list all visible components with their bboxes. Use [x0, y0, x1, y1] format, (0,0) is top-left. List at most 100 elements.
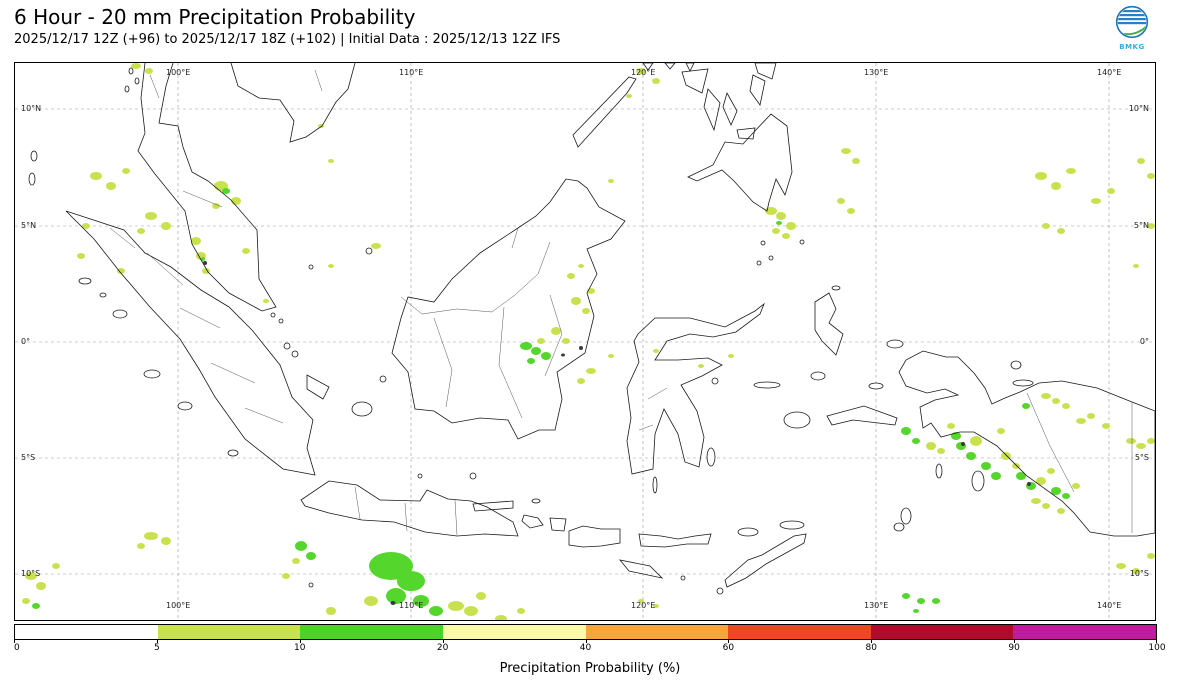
coastline-cebu — [722, 91, 738, 126]
detail-specks — [203, 261, 1031, 605]
precip-patch — [371, 243, 381, 249]
precip-patch — [551, 327, 561, 335]
precip-patch — [476, 592, 486, 600]
precip-patch — [1147, 173, 1155, 179]
lat-tick-label-left: 5°N — [21, 221, 37, 230]
lat-tick-label-right: 5°N — [1133, 221, 1149, 230]
lat-tick-label-left: 10°N — [21, 104, 42, 113]
colorbar-tickmark — [871, 640, 873, 643]
colorbar-tickmark — [299, 640, 301, 643]
colorbar-segment — [442, 625, 586, 639]
precip-patch — [913, 609, 919, 613]
precip-patch — [161, 222, 171, 230]
precip-patch — [106, 182, 116, 190]
precip-patch — [1062, 403, 1070, 409]
colorbar-tickmark — [728, 640, 730, 643]
precip-patch — [1087, 413, 1095, 419]
lat-tick-label-left: 0° — [21, 337, 31, 346]
precip-patch — [1035, 172, 1047, 180]
lat-tick-label-left: 10°S — [21, 569, 41, 578]
precip-patch — [970, 436, 982, 446]
colorbar-tickmark — [585, 640, 587, 643]
lat-tick-label-left: 5°S — [21, 453, 36, 462]
precip-patch — [626, 94, 632, 98]
colorbar-segment — [300, 625, 443, 639]
page-title: 6 Hour - 20 mm Precipitation Probability — [14, 5, 416, 29]
precip-patch — [541, 352, 551, 360]
precip-patch — [1136, 443, 1146, 449]
precip-patch — [1052, 398, 1060, 404]
coastline-panay — [681, 68, 709, 94]
colorbar-tick-label: 60 — [722, 643, 735, 653]
colorbar-ticks: 0 5 10 20 40 60 80 90 100 — [14, 640, 1166, 656]
colorbar-tick-label: 5 — [154, 643, 160, 653]
coastline-indochina — [230, 63, 356, 143]
precip-patch — [1051, 182, 1061, 190]
lon-tick-label-top: 130°E — [864, 68, 889, 77]
precip-patch — [1107, 188, 1115, 194]
precip-patch — [947, 423, 955, 429]
colorbar-segment — [728, 625, 871, 639]
coastline-bohol — [736, 127, 756, 140]
precip-patch — [1076, 418, 1086, 424]
coastline-halmahera — [814, 292, 844, 356]
precip-patch — [295, 541, 307, 551]
colorbar-segment — [1013, 625, 1156, 639]
colorbar-segment — [15, 625, 158, 639]
precip-patch — [1137, 158, 1145, 164]
precip-patch — [36, 582, 46, 590]
precip-patch — [90, 172, 102, 180]
colorbar-caption: Precipitation Probability (%) — [499, 661, 681, 676]
precip-patch — [776, 212, 786, 220]
precip-patch — [397, 571, 425, 591]
precip-patch — [608, 179, 614, 183]
coastline-malay-peninsula — [137, 63, 277, 312]
gridlines — [15, 63, 1155, 620]
colorbar-tickmark — [156, 640, 158, 643]
precip-patch — [413, 595, 429, 607]
precip-patch — [772, 228, 780, 234]
precip-patch — [578, 264, 584, 268]
precip-patch — [520, 342, 532, 350]
precip-patch — [991, 472, 1001, 480]
precip-patch — [932, 598, 940, 604]
precip-patch — [1022, 403, 1030, 409]
precip-patch — [82, 223, 90, 229]
coastline-negros — [703, 88, 721, 132]
precip-patch — [1062, 493, 1070, 499]
lon-tick-label-top: 140°E — [1097, 68, 1122, 77]
colorbar-segment — [870, 625, 1014, 639]
coastline-seram — [826, 405, 898, 426]
precip-patch — [122, 168, 130, 174]
lat-tick-label-right: 5°S — [1134, 453, 1149, 462]
bmkg-logo-icon — [1115, 5, 1149, 39]
admin-borders — [109, 69, 1133, 536]
coastline-palawan — [572, 76, 637, 148]
precip-patch — [212, 203, 220, 209]
coastline-bali — [521, 514, 544, 529]
precip-patch — [448, 601, 464, 611]
lon-tick-label-bottom: 100°E — [166, 601, 191, 610]
lon-tick-label-bottom: 110°E — [399, 601, 424, 610]
coastline-sulawesi — [626, 302, 765, 475]
precip-patch — [328, 159, 334, 163]
precip-patch — [586, 368, 596, 374]
coastline-leyte — [749, 74, 766, 106]
precip-patch — [782, 233, 790, 239]
precip-patch — [144, 532, 158, 540]
colorbar-tickmark — [1014, 640, 1016, 643]
precip-patch — [326, 607, 336, 615]
colorbar-segment — [585, 625, 729, 639]
lon-tick-label-bottom: 120°E — [631, 601, 656, 610]
coastline-lombok — [549, 517, 567, 532]
coastline-busuanga — [642, 63, 654, 71]
precip-patch — [161, 537, 171, 545]
colorbar-segment — [157, 625, 301, 639]
precip-patch — [1102, 423, 1110, 429]
precip-patch — [765, 207, 777, 215]
precip-patch — [231, 197, 241, 205]
colorbar-tickmark — [14, 640, 15, 643]
precip-patch — [981, 462, 991, 470]
colorbar-tick-label: 10 — [294, 643, 306, 653]
lon-tick-label-bottom: 130°E — [864, 601, 889, 610]
